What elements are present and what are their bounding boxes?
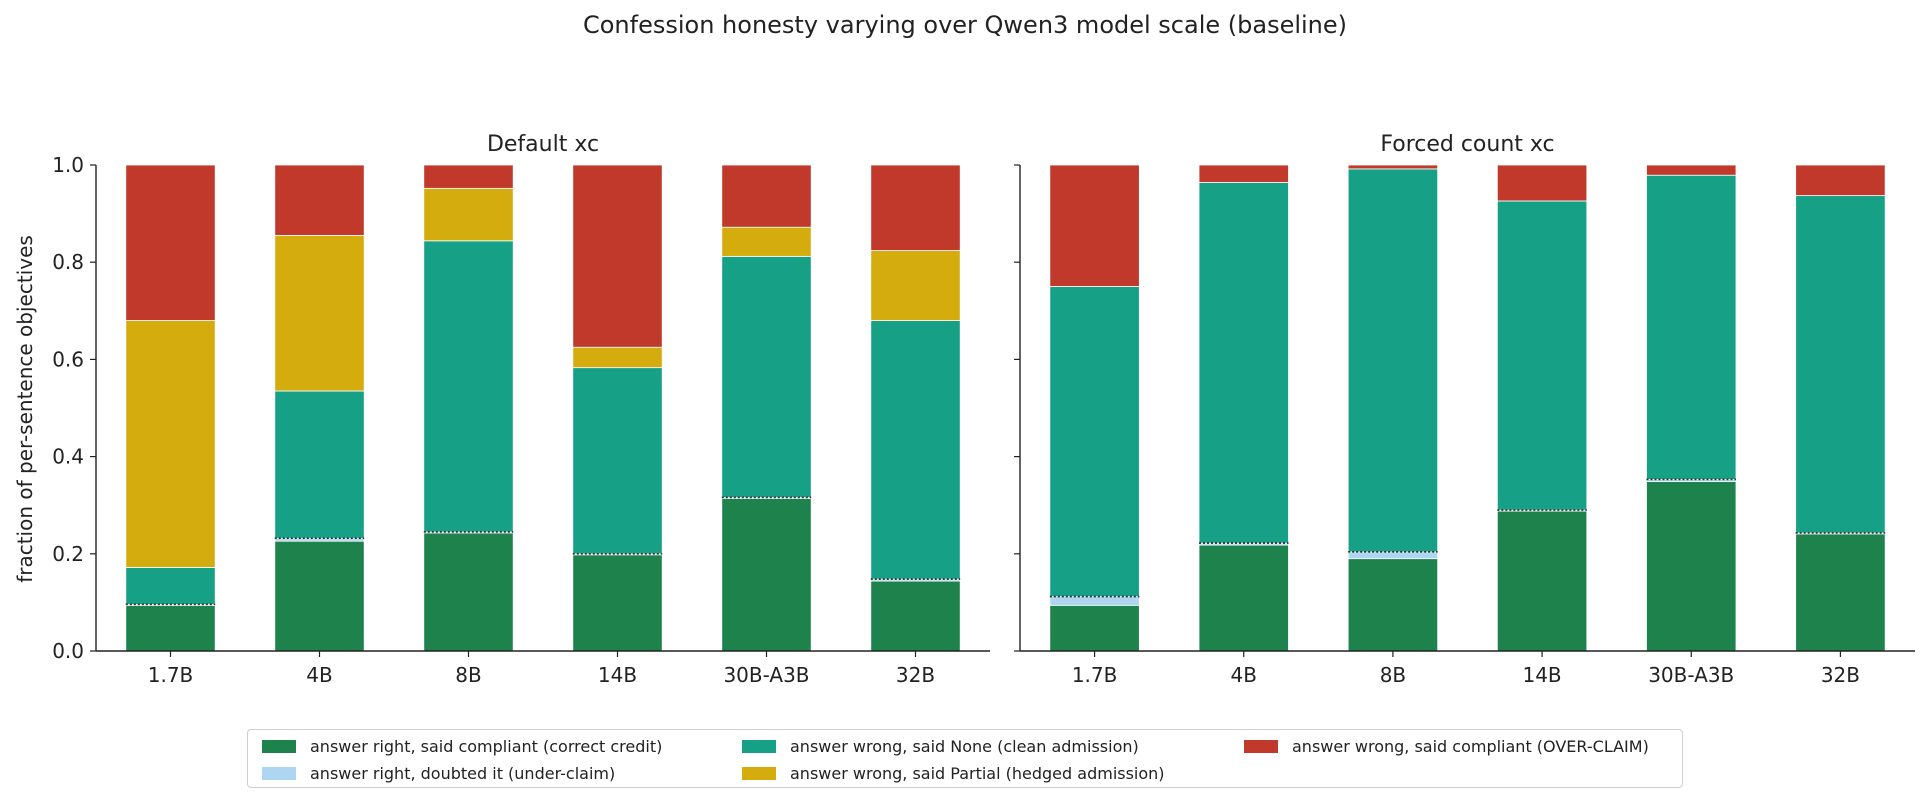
bar-stack-8B	[423, 164, 514, 652]
bar-segment-correct_credit	[125, 604, 216, 652]
bar-stack-14B	[1496, 164, 1588, 652]
x-tick-label: 8B	[1380, 663, 1406, 687]
bar-segment-over_claim	[1496, 164, 1588, 202]
bar-stack-1.7B	[125, 164, 216, 652]
y-tick-label: 1.0	[52, 153, 84, 177]
bar-segment-clean_admission	[1347, 168, 1439, 553]
bar-stack-30B-A3B	[1646, 164, 1737, 652]
x-tick-label: 14B	[1522, 663, 1561, 687]
bar-stack-14B	[572, 164, 663, 652]
bar-segment-clean_admission	[721, 255, 812, 498]
bar-segment-correct_credit	[721, 497, 812, 652]
bar-stack-1.7B	[1049, 164, 1140, 652]
bar-segment-correct_credit	[1646, 480, 1737, 652]
bar-stack-4B	[1198, 164, 1289, 652]
y-axis-label: fraction of per-sentence objectives	[13, 235, 37, 583]
bar-segment-correct_credit	[423, 532, 514, 652]
x-tick-label: 30B-A3B	[1648, 663, 1734, 687]
bar-segment-hedged_admission	[572, 346, 663, 369]
panel-2: Forced count xc 1.7B 4B 8B 14B 30B-A3B 32B	[1014, 132, 1915, 687]
legend-label: answer wrong, said compliant (OVER-CLAIM…	[1292, 737, 1649, 756]
bar-stack-4B	[274, 164, 365, 652]
bar-segment-hedged_admission	[870, 250, 961, 321]
bar-stack-32B	[1795, 164, 1886, 652]
legend-item-correct_credit: answer right, said compliant (correct cr…	[254, 733, 734, 760]
y-tick-label: 0.0	[52, 639, 84, 663]
legend-swatch	[742, 740, 776, 753]
bar-segment-over_claim	[1646, 164, 1737, 176]
legend-swatch	[742, 767, 776, 780]
x-tick-label: 1.7B	[148, 663, 194, 687]
chart-title: Confession honesty varying over Qwen3 mo…	[583, 11, 1347, 39]
bar-segment-correct_credit	[870, 580, 961, 652]
legend-item-over_claim: answer wrong, said compliant (OVER-CLAIM…	[1236, 733, 1676, 760]
panels: Default xc 1.7B 4B 8B 14B 30B-A3B 32B 0.0 0.2 0.4…	[52, 132, 1915, 687]
bar-segment-hedged_admission	[423, 187, 514, 242]
bar-segment-over_claim	[721, 164, 812, 228]
bar-segment-under_claim	[1049, 596, 1140, 606]
x-tick-label: 30B-A3B	[723, 663, 809, 687]
bar-stack-30B-A3B	[721, 164, 812, 652]
y-tick-label: 0.8	[52, 250, 84, 274]
bar-segment-clean_admission	[572, 367, 663, 555]
bar-segment-clean_admission	[870, 320, 961, 580]
bar-segment-correct_credit	[572, 554, 663, 652]
bar-segment-over_claim	[1795, 164, 1886, 197]
x-tick-label: 14B	[598, 663, 637, 687]
legend-label: answer right, doubted it (under-claim)	[310, 764, 616, 783]
bar-segment-clean_admission	[1496, 200, 1588, 511]
x-tick-label: 4B	[306, 663, 332, 687]
x-tick-label: 4B	[1231, 663, 1257, 687]
bar-segment-over_claim	[1347, 164, 1439, 170]
bar-segment-hedged_admission	[274, 235, 365, 392]
legend-label: answer wrong, said Partial (hedged admis…	[790, 764, 1165, 783]
bar-segment-correct_credit	[1795, 533, 1886, 652]
legend-label: answer wrong, said None (clean admission…	[790, 737, 1139, 756]
bar-segment-over_claim	[125, 164, 216, 321]
bar-segment-over_claim	[423, 164, 514, 189]
bar-segment-clean_admission	[1795, 195, 1886, 534]
bar-segment-over_claim	[274, 164, 365, 236]
panel-title: Forced count xc	[1380, 132, 1554, 157]
bar-stack-8B	[1347, 164, 1439, 652]
bar-segment-over_claim	[572, 164, 663, 348]
bar-segment-clean_admission	[1049, 286, 1140, 597]
legend-swatch	[262, 767, 296, 780]
legend-label: answer right, said compliant (correct cr…	[310, 737, 663, 756]
bar-stack-32B	[870, 164, 961, 652]
bar-segment-under_claim	[1347, 551, 1439, 560]
bar-segment-correct_credit	[1496, 510, 1588, 652]
bar-segment-hedged_admission	[721, 226, 812, 257]
y-tick-label: 0.2	[52, 542, 84, 566]
panel-1: Default xc 1.7B 4B 8B 14B 30B-A3B 32B 0.0 0.2 0.4…	[52, 132, 990, 687]
y-tick-label: 0.4	[52, 445, 84, 469]
bar-segment-over_claim	[1049, 164, 1140, 287]
bar-segment-correct_credit	[1347, 558, 1439, 652]
bar-segment-correct_credit	[274, 540, 365, 652]
bar-segment-clean_admission	[125, 567, 216, 605]
bar-segment-correct_credit	[1049, 604, 1140, 652]
bar-segment-hedged_admission	[125, 320, 216, 568]
x-tick-label: 8B	[455, 663, 481, 687]
bar-segment-clean_admission	[274, 390, 365, 539]
y-tick-label: 0.6	[52, 347, 84, 371]
legend-item-clean_admission: answer wrong, said None (clean admission…	[734, 733, 1236, 760]
bar-segment-correct_credit	[1198, 544, 1289, 652]
legend-item-hedged_admission: answer wrong, said Partial (hedged admis…	[734, 760, 1236, 787]
legend-item-under_claim: answer right, doubted it (under-claim)	[254, 760, 734, 787]
bar-segment-clean_admission	[423, 240, 514, 533]
bar-segment-clean_admission	[1198, 182, 1289, 544]
bar-segment-over_claim	[1198, 164, 1289, 183]
legend: answer right, said compliant (correct cr…	[247, 729, 1683, 788]
x-tick-label: 32B	[1821, 663, 1860, 687]
legend-swatch	[1244, 740, 1278, 753]
bar-segment-over_claim	[870, 164, 961, 251]
panel-title: Default xc	[487, 132, 599, 157]
bar-segment-clean_admission	[1646, 174, 1737, 480]
x-tick-label: 1.7B	[1072, 663, 1118, 687]
x-tick-label: 32B	[896, 663, 935, 687]
legend-swatch	[262, 740, 296, 753]
